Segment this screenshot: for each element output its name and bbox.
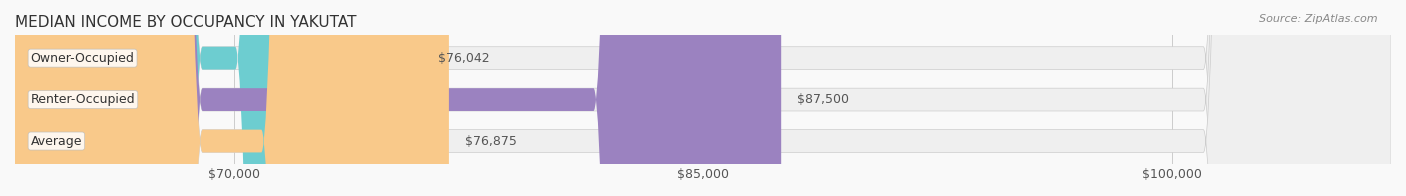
FancyBboxPatch shape: [15, 0, 782, 196]
Text: Renter-Occupied: Renter-Occupied: [31, 93, 135, 106]
Text: $87,500: $87,500: [797, 93, 849, 106]
FancyBboxPatch shape: [15, 0, 1391, 196]
Text: Average: Average: [31, 134, 82, 148]
Text: $76,042: $76,042: [439, 52, 491, 65]
FancyBboxPatch shape: [15, 0, 1391, 196]
FancyBboxPatch shape: [15, 0, 449, 196]
Text: $76,875: $76,875: [464, 134, 516, 148]
FancyBboxPatch shape: [15, 0, 423, 196]
Text: Owner-Occupied: Owner-Occupied: [31, 52, 135, 65]
Text: Source: ZipAtlas.com: Source: ZipAtlas.com: [1260, 14, 1378, 24]
FancyBboxPatch shape: [15, 0, 1391, 196]
Text: MEDIAN INCOME BY OCCUPANCY IN YAKUTAT: MEDIAN INCOME BY OCCUPANCY IN YAKUTAT: [15, 15, 357, 30]
